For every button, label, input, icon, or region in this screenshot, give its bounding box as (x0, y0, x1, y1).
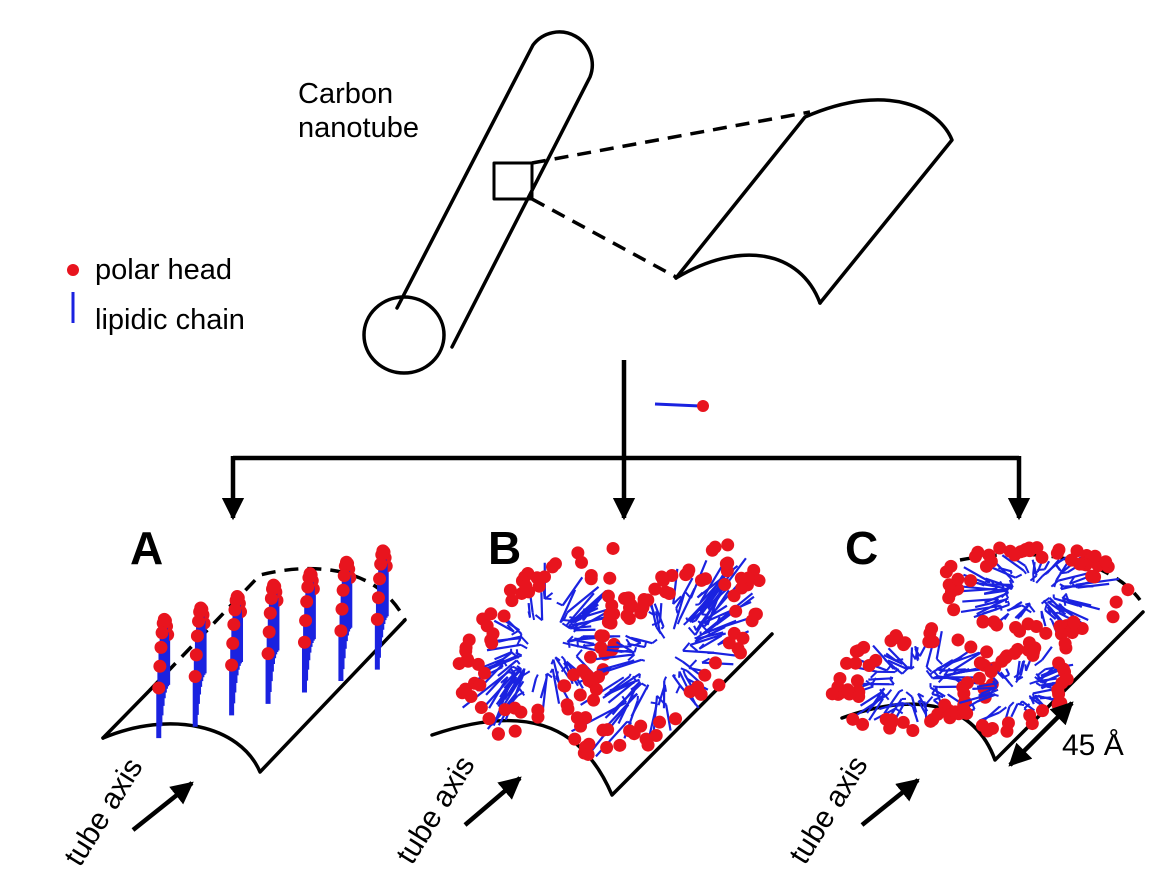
lipid-layer-a (152, 544, 393, 739)
panel-c: C tube axis 45 Å (783, 522, 1145, 870)
tube-axis-arrow-b (463, 776, 522, 827)
panel-a-letter: A (130, 522, 163, 574)
dimension-arrow (1008, 701, 1074, 767)
legend-chain-label: lipidic chain (95, 304, 245, 336)
lipid-icon-head (697, 400, 709, 412)
panel-a: A tube axis (58, 522, 407, 872)
legend-head-icon (67, 264, 79, 276)
lipid-icon-chain (654, 402, 701, 408)
zoomed-wall-sheet (674, 98, 954, 305)
tube-axis-label-b: tube axis (390, 750, 482, 869)
tube-axis-label-a: tube axis (58, 752, 150, 871)
tube-axis-arrow-a (131, 781, 194, 832)
panel-b-letter: B (488, 522, 521, 574)
tube-axis-arrow-c (860, 778, 920, 827)
dimension-label: 45 Å (1062, 729, 1124, 762)
panel-c-letter: C (845, 522, 878, 574)
zoom-line-bottom (531, 197, 677, 279)
nanotube-label-line2: nanotube (298, 112, 419, 144)
legend: polar head lipidic chain (67, 254, 245, 336)
lipid-layer-b (452, 538, 766, 761)
legend-head-label: polar head (95, 254, 232, 286)
carbon-nanotube (362, 30, 594, 375)
zoom-square (492, 161, 534, 201)
zoom-line-top (531, 110, 811, 165)
nanotube-label-line1: Carbon (298, 78, 393, 110)
panel-b: B tube axis (390, 522, 774, 870)
branch-arrows (221, 360, 1031, 521)
tube-axis-label-c: tube axis (783, 750, 875, 869)
